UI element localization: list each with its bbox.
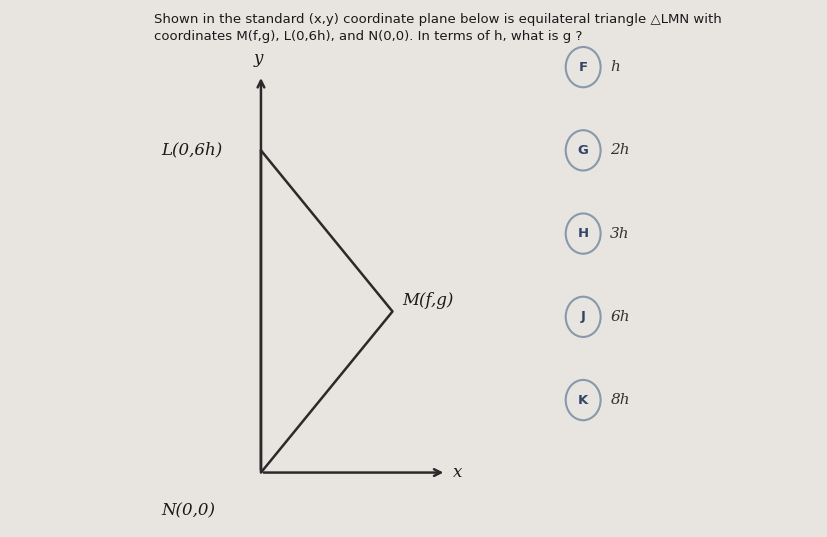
Ellipse shape bbox=[565, 47, 600, 87]
Text: J: J bbox=[580, 310, 585, 323]
Text: L(0,6h): L(0,6h) bbox=[161, 142, 222, 159]
Ellipse shape bbox=[565, 296, 600, 337]
Text: H: H bbox=[577, 227, 588, 240]
Text: F: F bbox=[578, 61, 587, 74]
Ellipse shape bbox=[565, 380, 600, 420]
Text: M(f,g): M(f,g) bbox=[402, 292, 453, 309]
Text: K: K bbox=[577, 394, 587, 407]
Text: 6h: 6h bbox=[609, 310, 629, 324]
Text: coordinates M(f,g), L(0,6h), and N(0,0). In terms of h, what is g ?: coordinates M(f,g), L(0,6h), and N(0,0).… bbox=[153, 30, 581, 42]
Text: G: G bbox=[577, 144, 588, 157]
Text: y: y bbox=[253, 50, 263, 67]
Text: h: h bbox=[609, 60, 619, 74]
Text: 3h: 3h bbox=[609, 227, 629, 241]
Text: Shown in the standard (x,y) coordinate plane below is equilateral triangle △LMN : Shown in the standard (x,y) coordinate p… bbox=[153, 13, 720, 26]
Text: 2h: 2h bbox=[609, 143, 629, 157]
Text: 8h: 8h bbox=[609, 393, 629, 407]
Ellipse shape bbox=[565, 214, 600, 254]
Text: N(0,0): N(0,0) bbox=[161, 502, 215, 519]
Text: x: x bbox=[452, 464, 461, 481]
Ellipse shape bbox=[565, 130, 600, 171]
